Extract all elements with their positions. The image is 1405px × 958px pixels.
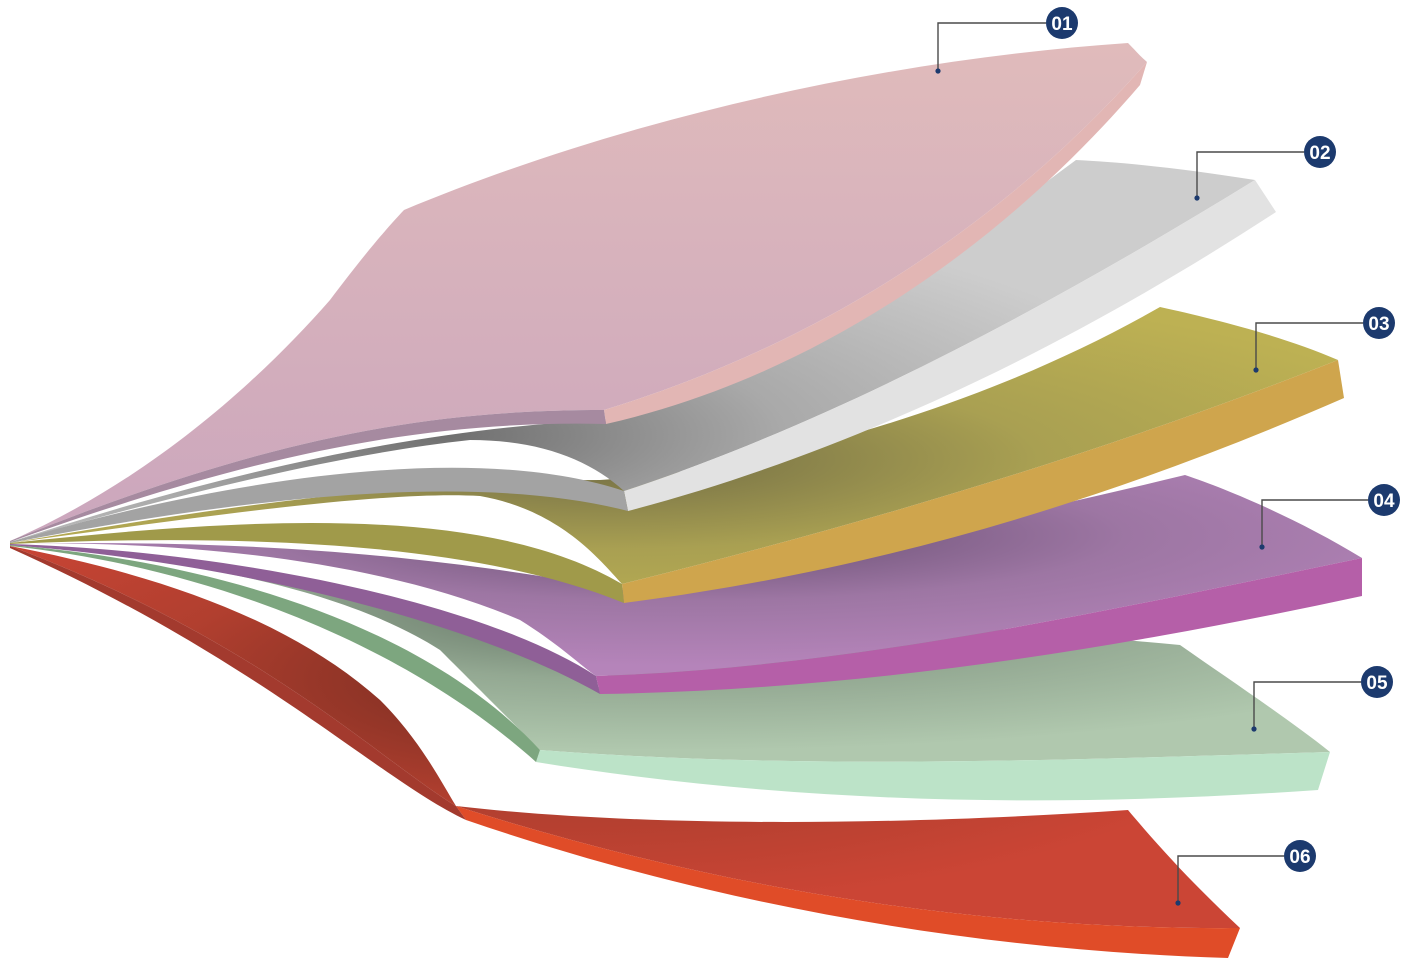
callout-06-anchor-dot	[1175, 900, 1180, 905]
callout-05-anchor-dot	[1251, 726, 1256, 731]
callout-02-anchor-dot	[1194, 195, 1199, 200]
callout-01-anchor-dot	[935, 68, 940, 73]
callout-04-anchor-dot	[1259, 544, 1264, 549]
callout-03-label: 03	[1368, 314, 1389, 335]
callout-05-label: 05	[1366, 673, 1388, 694]
callout-06-label: 06	[1289, 847, 1310, 868]
callout-04-label: 04	[1373, 491, 1395, 512]
callout-02-label: 02	[1309, 143, 1330, 164]
callout-01-label: 01	[1051, 14, 1073, 35]
callout-03-anchor-dot	[1253, 367, 1258, 372]
